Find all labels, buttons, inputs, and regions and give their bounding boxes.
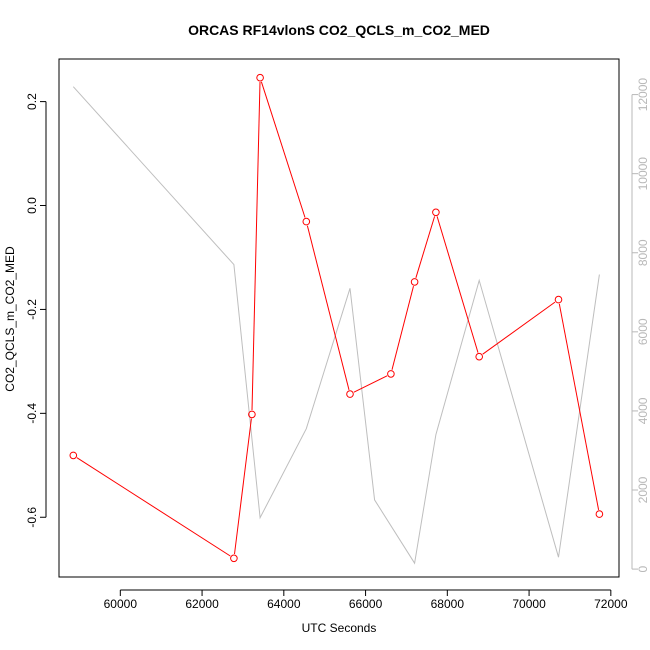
- y-tick-label: 0.2: [25, 93, 39, 110]
- primary-series-segment: [436, 216, 479, 353]
- plot-area: [69, 73, 604, 565]
- axes: 60000 62000 64000 66000 68000 70000 72000-0.6-…: [25, 58, 650, 611]
- primary-data-point: [69, 451, 78, 460]
- primary-data-point: [256, 73, 264, 82]
- primary-series-segment: [482, 301, 556, 355]
- primary-data-point: [387, 370, 395, 378]
- primary-data-point: [248, 410, 256, 419]
- x-tick-label: 68000: [431, 597, 465, 611]
- primary-series-segment: [234, 418, 252, 555]
- y2-tick-label: 4000: [636, 397, 650, 424]
- y2-tick-label: 2000: [636, 476, 650, 503]
- y2-tick-label: 8000: [636, 239, 650, 266]
- x-axis-title: UTC Seconds: [302, 621, 377, 635]
- primary-data-point: [554, 295, 563, 304]
- primary-series-segment: [251, 81, 261, 411]
- x-tick-label: 62000: [185, 597, 219, 611]
- y2-tick-label: 10000: [636, 157, 650, 191]
- primary-series-segment: [306, 225, 350, 391]
- y-tick-label: -0.2: [25, 299, 39, 320]
- x-tick-label: 70000: [512, 597, 546, 611]
- y-axis-title: CO2_QCLS_m_CO2_MED: [3, 246, 17, 392]
- primary-data-point: [302, 217, 311, 226]
- primary-data-point: [346, 390, 354, 398]
- y2-tick-label: 6000: [636, 318, 650, 345]
- primary-data-point: [410, 278, 419, 286]
- primary-series-segment: [353, 375, 388, 393]
- primary-data-point: [230, 554, 238, 563]
- x-tick-label: 64000: [267, 597, 301, 611]
- secondary-series-line: [72, 86, 600, 565]
- primary-data-point: [432, 208, 440, 217]
- plot-frame: [58, 58, 620, 578]
- x-tick-label: 72000: [594, 597, 628, 611]
- y-tick-label: -0.4: [25, 403, 39, 424]
- primary-series-segment: [260, 81, 306, 218]
- x-tick-label: 60000: [104, 597, 138, 611]
- primary-data-point: [475, 352, 484, 361]
- y2-tick-label: 12000: [636, 78, 650, 112]
- primary-series-segment: [76, 457, 231, 557]
- y-tick-label: -0.6: [25, 507, 39, 528]
- y2-tick-label: 0: [636, 565, 650, 572]
- primary-series-segment: [391, 285, 414, 370]
- y-tick-label: 0.0: [25, 197, 39, 214]
- primary-series-segment: [558, 303, 600, 510]
- primary-data-point: [595, 510, 604, 518]
- primary-series-segment: [415, 216, 436, 278]
- x-tick-label: 66000: [349, 597, 383, 611]
- chart-title: ORCAS RF14vlonS CO2_QCLS_m_CO2_MED: [188, 22, 490, 38]
